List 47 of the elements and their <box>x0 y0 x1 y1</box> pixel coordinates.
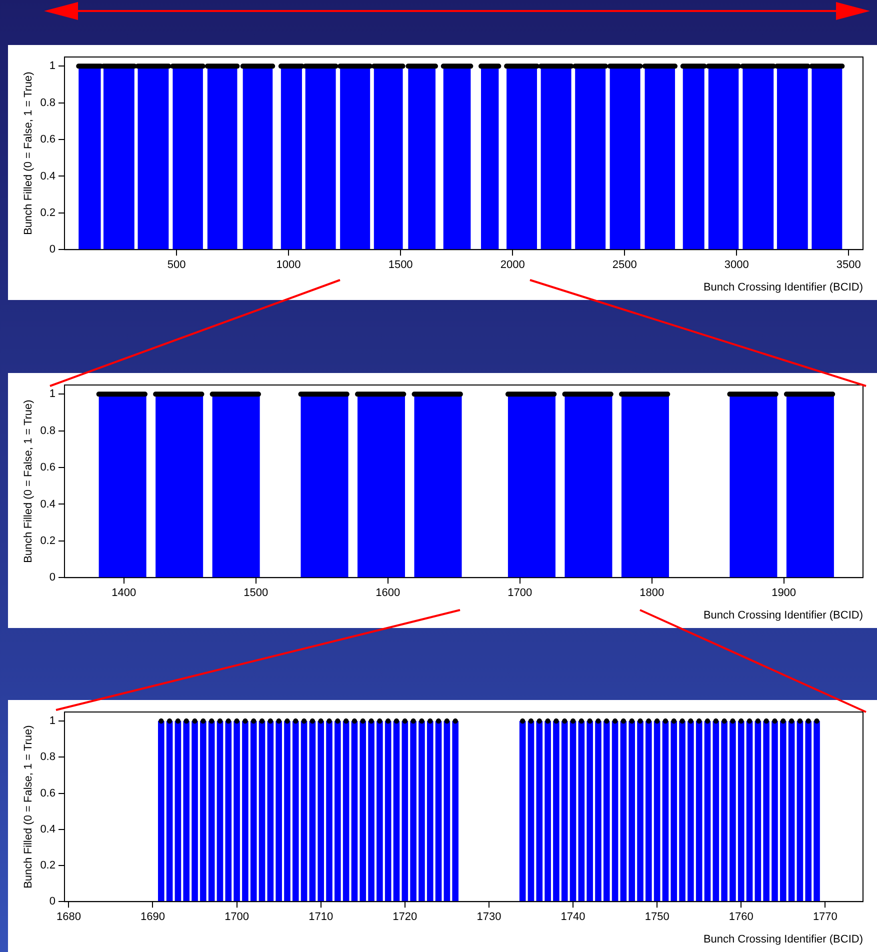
y-axis-title: Bunch Filled (0 = False, 1 = True) <box>22 725 35 888</box>
y-tick-label: 0.6 <box>40 787 56 800</box>
x-tick-label: 1720 <box>392 911 418 924</box>
y-tick-label: 0.6 <box>40 134 56 146</box>
y-tick-label: 0.2 <box>40 206 56 219</box>
x-tick-label: 1700 <box>224 911 250 924</box>
x-tick-label: 2000 <box>500 259 525 272</box>
y-tick-label: 0.8 <box>40 424 56 437</box>
y-tick-label: 1 <box>49 715 56 728</box>
x-tick-label: 3000 <box>724 259 749 272</box>
y-tick-label: 0.8 <box>40 96 56 109</box>
x-tick-label: 1000 <box>276 259 301 272</box>
x-tick-label: 1700 <box>508 587 532 600</box>
x-tick-label: 1400 <box>112 587 136 600</box>
y-tick-label: 0.2 <box>40 860 56 872</box>
x-tick-label: 3500 <box>836 259 861 272</box>
x-tick-label: 1730 <box>476 911 502 924</box>
x-tick-label: 1690 <box>140 911 165 924</box>
y-tick-label: 0.4 <box>40 498 56 510</box>
x-tick-label: 1900 <box>772 587 796 600</box>
y-tick-label: 0 <box>49 572 56 584</box>
y-tick-label: 1 <box>49 388 56 400</box>
x-tick-label: 1500 <box>244 587 268 600</box>
x-axis-title: Bunch Crossing Identifier (BCID) <box>703 281 863 294</box>
x-tick-label: 1680 <box>56 911 81 924</box>
x-tick-label: 2500 <box>612 259 637 272</box>
y-tick-label: 0.6 <box>40 462 56 474</box>
x-tick-label: 1740 <box>560 911 586 924</box>
y-tick-label: 1 <box>49 60 56 72</box>
x-tick-label: 1710 <box>308 911 334 924</box>
x-axis-title: Bunch Crossing Identifier (BCID) <box>703 609 863 622</box>
y-tick-label: 0 <box>49 244 56 256</box>
x-tick-label: 500 <box>167 259 186 272</box>
x-tick-label: 1800 <box>640 587 664 600</box>
y-axis-title: Bunch Filled (0 = False, 1 = True) <box>22 72 35 235</box>
x-tick-label: 1750 <box>644 911 670 924</box>
y-tick-label: 0.8 <box>40 751 56 764</box>
y-tick-label: 0.2 <box>40 534 56 547</box>
y-tick-label: 0.4 <box>40 170 56 182</box>
x-tick-label: 1770 <box>812 911 838 924</box>
x-tick-label: 1760 <box>728 911 754 924</box>
x-tick-label: 1500 <box>388 259 413 272</box>
y-tick-label: 0 <box>49 896 56 908</box>
x-tick-label: 1600 <box>376 587 400 600</box>
y-tick-label: 0.4 <box>40 823 56 836</box>
x-axis-title: Bunch Crossing Identifier (BCID) <box>703 933 863 946</box>
y-axis-title: Bunch Filled (0 = False, 1 = True) <box>22 400 35 563</box>
